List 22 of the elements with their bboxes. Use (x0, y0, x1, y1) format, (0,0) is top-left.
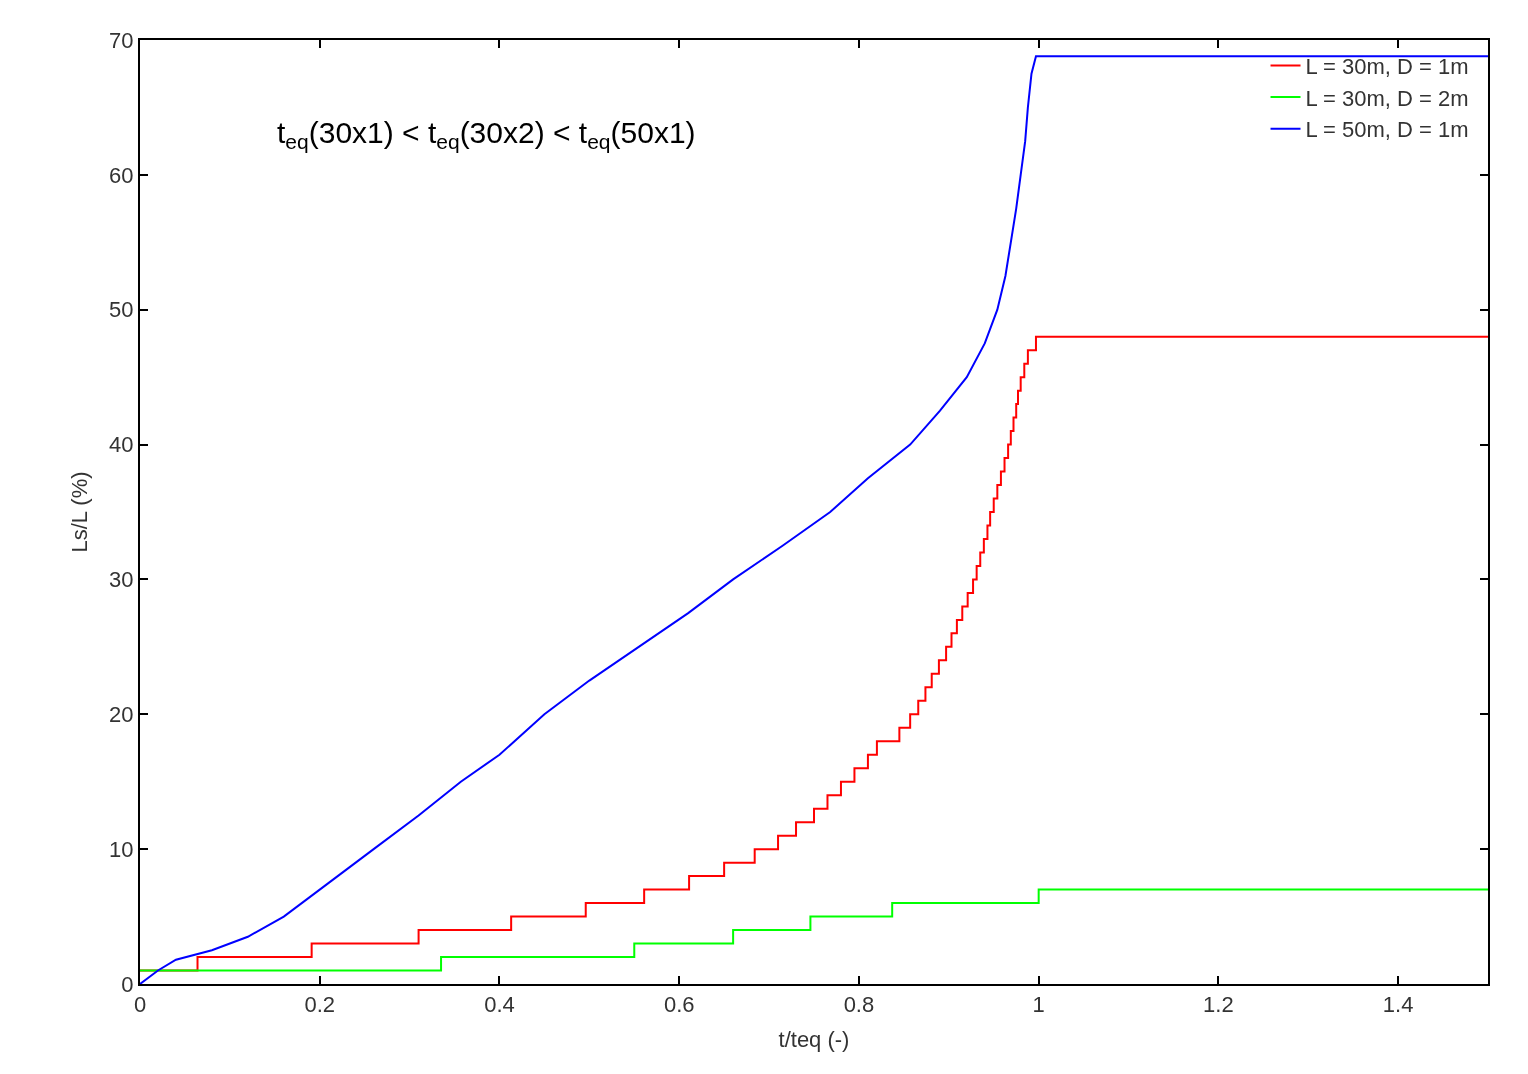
y-tick-label: 40 (109, 432, 134, 458)
y-tick-label: 70 (109, 27, 134, 53)
x-tick-label: 0.6 (663, 992, 695, 1018)
x-tick-label: 0.4 (484, 992, 515, 1018)
legend-label: L = 50m, D = 1m (1305, 117, 1469, 143)
y-tick-label: 50 (109, 297, 134, 323)
y-tick-label: 10 (109, 836, 134, 862)
x-axis-title: t/teq (-) (778, 1026, 850, 1052)
x-tick-label: 1 (1032, 992, 1045, 1018)
x-tick-label: 0.8 (843, 992, 875, 1018)
annotation: t$_{eq}$(30x1) < t$_{eq}$(30x2) < t$_{eq}$(50x1) (277, 116, 696, 154)
line-series (140, 55, 1488, 984)
legend-label: L = 30m, D = 1m (1305, 54, 1469, 80)
y-axis-title: Ls/L (%) (67, 471, 93, 553)
y-tick-label: 30 (109, 567, 134, 593)
x-tick-label: 0.2 (304, 992, 336, 1018)
x-tick-label: 1.2 (1203, 992, 1234, 1018)
y-tick-label: 60 (109, 162, 134, 188)
legend-label: L = 30m, D = 2m (1305, 85, 1469, 111)
y-tick-label: 20 (109, 701, 134, 727)
x-tick-label: 1.4 (1382, 992, 1414, 1018)
y-tick-label: 0 (121, 971, 134, 997)
